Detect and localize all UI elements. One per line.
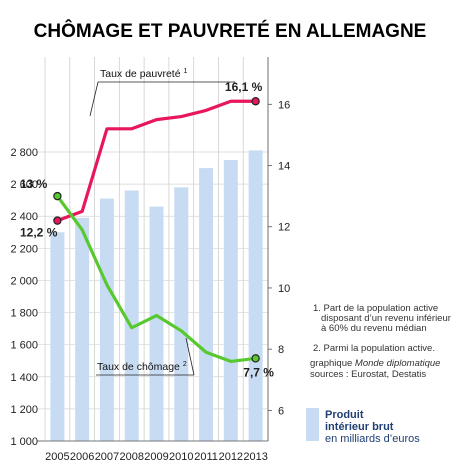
right-tick-label: 12	[278, 222, 290, 234]
bar	[248, 150, 263, 441]
note-line: 2. Parmi la population active.	[313, 343, 435, 354]
right-tick-label: 10	[278, 283, 290, 295]
left-tick-label: 1 000	[10, 436, 38, 448]
x-tick-label: 2005	[45, 451, 69, 463]
poverty-line	[55, 99, 258, 223]
right-tick-label: 6	[278, 405, 284, 417]
left-tick-label: 1 400	[10, 372, 38, 384]
note-line: 1. Part de la population active	[313, 303, 438, 314]
x-tick-label: 2008	[119, 451, 143, 463]
bar	[174, 187, 189, 441]
left-tick-label: 2 000	[10, 275, 38, 287]
unemployment-last-label: 7,7 %	[243, 365, 274, 379]
credit-line: graphique Monde diplomatique	[310, 358, 440, 369]
line-series	[53, 97, 260, 364]
poverty-leader	[89, 81, 99, 117]
unemployment-leader	[185, 337, 195, 376]
x-tick-label: 2012	[219, 451, 243, 463]
right-tick-label: 8	[278, 344, 284, 356]
x-tick-label: 2010	[169, 451, 193, 463]
poverty-series-label: Taux de pauvreté 1	[100, 68, 187, 80]
line-endpoint	[251, 97, 260, 106]
right-tick-label: 16	[278, 99, 290, 111]
chart-title: CHÔMAGE ET PAUVRETÉ EN ALLEMAGNE	[34, 20, 427, 42]
bar	[99, 198, 114, 441]
bar	[223, 160, 238, 441]
bar	[149, 206, 164, 441]
legend-line-3: en milliards d’euros	[325, 433, 420, 445]
right-tick-label: 14	[278, 161, 290, 173]
x-tick-label: 2011	[194, 451, 218, 463]
line-endpoint	[53, 216, 62, 225]
legend-swatch-pib	[306, 408, 319, 441]
left-tick-label: 1 800	[10, 308, 38, 320]
unemployment-series-label: Taux de chômage 2	[97, 361, 187, 373]
x-axis: 2005 2006 2007 2008 2009 2010 2011 2012 2013	[37, 440, 268, 463]
line-endpoint	[53, 191, 62, 201]
left-tick-label: 2 200	[10, 243, 38, 255]
left-axis: 1 000 1 200 1 400 1 600 1 800 2 000 2 200 2 400…	[10, 147, 38, 448]
left-tick-label: 1 600	[10, 340, 38, 352]
unemployment-first-label: 13 %	[20, 177, 48, 191]
legend-line-1: Produit	[325, 409, 364, 421]
poverty-first-label: 12,2 %	[20, 226, 58, 240]
poverty-last-label: 16,1 %	[225, 80, 263, 94]
sources-line: sources : Eurostat, Destatis	[310, 369, 426, 380]
bar	[50, 232, 65, 441]
note-line: à 60% du revenu médian	[321, 323, 427, 334]
legend-line-2: intérieur brut	[325, 421, 394, 433]
left-tick-label: 1 200	[10, 404, 38, 416]
x-tick-label: 2007	[95, 451, 119, 463]
right-axis: 6 8 10 12 14 16	[267, 57, 290, 441]
x-tick-label: 2009	[144, 451, 168, 463]
unemployment-line	[55, 194, 258, 364]
left-tick-label: 2 800	[10, 147, 38, 159]
line-endpoint	[251, 354, 260, 363]
data-labels: 12,2 % 16,1 % 13 % 7,7 % Taux de pauvreté 1 T…	[20, 68, 274, 379]
x-tick-label: 2006	[70, 451, 94, 463]
bar	[75, 217, 90, 441]
bar-series	[50, 150, 263, 442]
notes: 1. Part de la population activedisposant…	[310, 303, 451, 380]
bar	[199, 168, 214, 442]
note-line: disposant d’un revenu inférieur	[321, 313, 451, 324]
bar	[124, 190, 139, 441]
left-tick-label: 2 400	[10, 211, 38, 223]
x-tick-label: 2013	[243, 451, 267, 463]
left-tick-label: 2 600	[10, 179, 38, 191]
